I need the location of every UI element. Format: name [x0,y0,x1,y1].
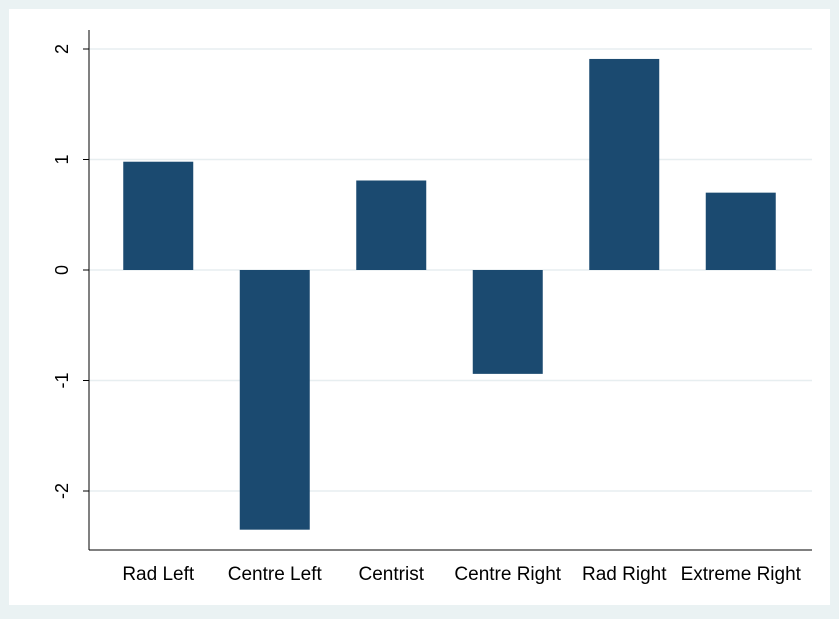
x-tick-label-5: Extreme Right [681,564,802,585]
bar-4 [589,58,660,270]
x-tick-label-2: Centrist [359,564,425,585]
plot-area [9,9,830,605]
bar-2 [356,180,427,270]
bar-0 [123,161,194,270]
bar-5 [705,192,776,270]
tick-labels: 2 1 0 -1 -2 Rad Left Centre Left Centrist Centre… [52,44,802,585]
y-tick-label-2: 0 [52,265,72,275]
bar-3 [472,270,543,374]
y-tick-label-1: 1 [52,154,72,164]
bars [123,58,776,530]
x-tick-label-0: Rad Left [122,564,195,585]
gridlines [89,48,812,492]
bar-1 [239,270,310,530]
axes [83,30,812,551]
x-tick-label-3: Centre Right [454,564,561,585]
y-tick-label-4: -2 [52,483,72,499]
y-tick-label-3: -1 [52,372,72,388]
x-tick-label-4: Rad Right [582,564,667,585]
y-tick-label-0: 2 [52,44,72,54]
x-tick-label-1: Centre Left [228,564,323,585]
